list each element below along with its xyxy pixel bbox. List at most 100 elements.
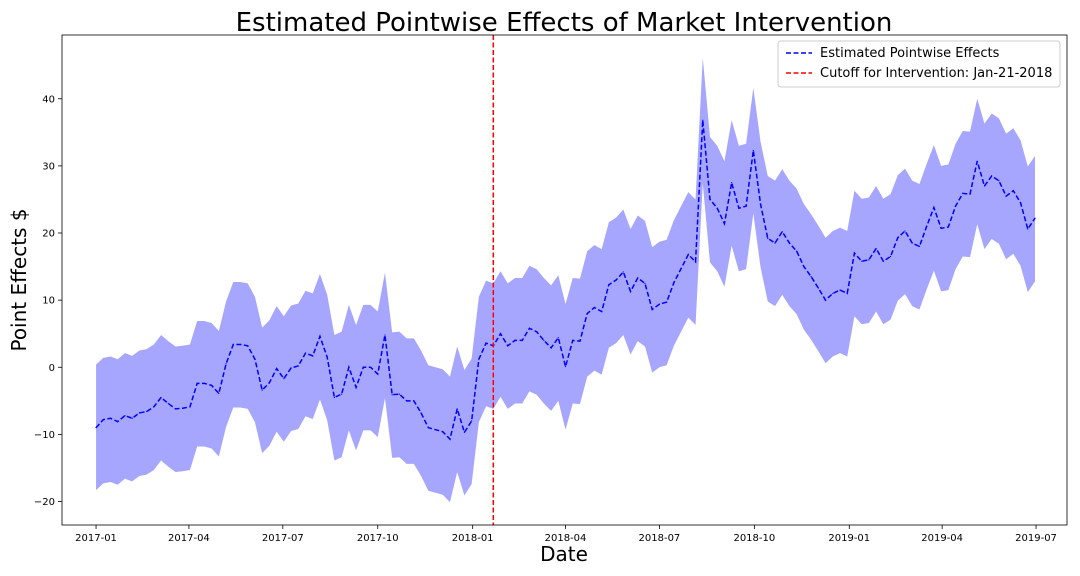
x-tick-label: 2019-04 [921, 533, 963, 544]
x-tick-label: 2017-10 [357, 533, 399, 544]
plot-frame [61, 34, 1068, 526]
x-tick-label: 2017-01 [75, 533, 117, 544]
data-point [889, 255, 892, 258]
x-tick-label: 2017-07 [262, 533, 304, 544]
data-point [738, 207, 740, 209]
data-point [211, 384, 213, 386]
x-tick-label: 2018-07 [639, 533, 681, 544]
legend-label-effects: Estimated Pointwise Effects [820, 46, 1000, 61]
data-point [759, 203, 762, 205]
data-point [225, 363, 227, 365]
x-tick-label: 2018-04 [545, 533, 587, 544]
data-point [1027, 228, 1029, 230]
y-tick-label: 40 [42, 94, 55, 105]
data-point [138, 412, 140, 414]
data-point [969, 193, 971, 195]
legend: Estimated Pointwise Effects Cutoff for I… [777, 40, 1061, 88]
data-point [499, 333, 502, 335]
data-point [362, 366, 364, 368]
data-point [911, 242, 913, 244]
x-tick-label: 2018-01 [452, 533, 494, 544]
data-point [918, 245, 921, 248]
data-point [601, 310, 603, 313]
data-point [622, 271, 624, 273]
data-point [658, 303, 661, 305]
data-point [593, 306, 596, 309]
data-point [290, 367, 292, 369]
data-point [983, 185, 986, 187]
data-point [579, 340, 581, 342]
data-point [788, 242, 791, 244]
data-point [261, 389, 263, 391]
confidence-band [96, 57, 1036, 503]
data-point [283, 378, 285, 380]
data-point [767, 237, 769, 239]
data-point [557, 337, 559, 339]
data-point [319, 335, 321, 337]
data-point [109, 417, 112, 419]
data-point [471, 420, 473, 422]
data-point [947, 226, 949, 228]
data-point [160, 396, 162, 399]
data-point [1019, 202, 1022, 204]
data-point [384, 334, 386, 336]
data-point [442, 431, 444, 433]
data-point [536, 331, 538, 333]
y-tick-label: −10 [34, 430, 55, 441]
data-point [954, 205, 957, 207]
data-point [543, 339, 545, 342]
data-point [550, 347, 552, 349]
data-point [326, 356, 328, 358]
effects-line [95, 120, 1036, 441]
data-point [102, 419, 104, 421]
data-point [268, 382, 270, 384]
chart-title: Estimated Pointwise Effects of Market In… [236, 8, 893, 38]
data-point [406, 400, 408, 402]
data-point [687, 253, 689, 256]
data-point [882, 260, 884, 262]
data-point [377, 373, 379, 375]
y-tick-label: −20 [34, 497, 55, 508]
data-point [341, 393, 343, 395]
data-point [702, 119, 704, 121]
data-point [124, 414, 126, 417]
x-tick-label: 2019-07 [1015, 533, 1057, 544]
data-point [146, 410, 148, 413]
data-point [167, 402, 169, 405]
data-point [463, 431, 466, 433]
data-point [514, 339, 516, 342]
data-point [218, 392, 220, 395]
data-point [998, 180, 1000, 182]
data-point [528, 327, 531, 329]
x-tick-label: 2017-04 [168, 533, 210, 544]
data-point [449, 438, 451, 440]
data-point [615, 279, 617, 281]
data-point [933, 206, 935, 209]
data-point [398, 393, 401, 395]
data-point [333, 396, 335, 399]
data-point [781, 231, 783, 233]
y-axis-ticks: −20 −10 0 10 20 30 40 [34, 94, 62, 508]
data-point [723, 223, 726, 225]
data-point [182, 407, 184, 409]
data-point [940, 227, 942, 229]
data-point [153, 406, 155, 408]
data-point [369, 366, 372, 368]
data-point [824, 299, 827, 301]
data-point [174, 408, 177, 410]
data-point [904, 230, 906, 232]
data-point [312, 355, 314, 357]
data-point [196, 382, 198, 384]
data-point [897, 237, 899, 239]
effects-line-layer [95, 119, 1036, 441]
data-point [434, 429, 437, 431]
data-point [810, 276, 812, 278]
data-point [572, 339, 574, 342]
data-point [564, 365, 567, 368]
data-point [521, 339, 523, 342]
y-tick-label: 30 [42, 161, 55, 172]
y-axis-label: Point Effects $ [7, 208, 31, 351]
x-tick-label: 2018-10 [733, 533, 775, 544]
y-tick-label: 20 [42, 229, 55, 240]
